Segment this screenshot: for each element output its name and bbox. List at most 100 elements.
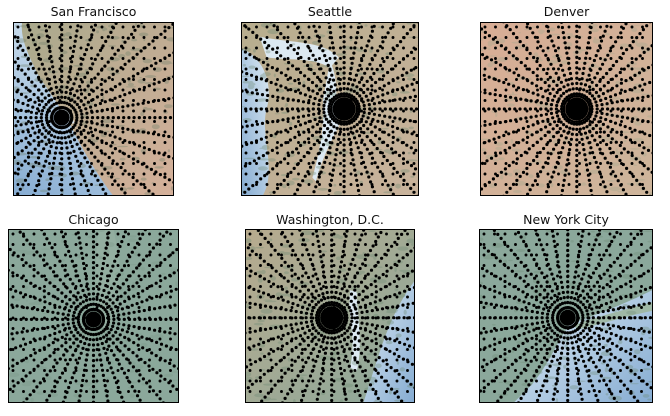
grid-point	[265, 88, 269, 92]
spoke-point	[548, 122, 552, 126]
spoke-point	[397, 60, 402, 65]
spoke-point	[389, 266, 393, 270]
spoke-point	[67, 135, 71, 139]
spoke-point	[312, 267, 316, 271]
spoke-point	[405, 54, 410, 58]
spoke-point	[133, 317, 137, 321]
spoke-point	[324, 346, 328, 350]
spoke-point	[349, 299, 353, 303]
spoke-point	[44, 29, 48, 33]
spoke-point	[26, 128, 30, 132]
spoke-point	[60, 230, 64, 234]
spoke-point	[545, 190, 549, 194]
spoke-point	[131, 128, 135, 132]
spoke-point	[324, 285, 328, 289]
spoke-point	[289, 323, 293, 327]
spoke-point	[246, 246, 250, 250]
spoke-point	[600, 103, 604, 107]
spoke-point	[273, 248, 277, 252]
grid-point	[385, 264, 388, 267]
spoke-point	[71, 317, 75, 321]
spoke-point	[54, 130, 59, 134]
spoke-point	[82, 368, 87, 372]
spoke-point	[646, 148, 651, 152]
spoke-point	[67, 129, 71, 133]
grid-point	[339, 25, 342, 29]
grid-point	[619, 390, 622, 393]
spoke-point	[258, 328, 262, 332]
grid-point	[280, 285, 283, 288]
spoke-point	[266, 93, 270, 98]
spoke-point	[68, 140, 73, 144]
spoke-point	[337, 77, 341, 81]
spoke-point	[370, 339, 374, 343]
spoke-point	[326, 63, 330, 67]
spoke-point	[354, 307, 358, 311]
spoke-point	[293, 253, 298, 257]
grid-point	[599, 162, 602, 165]
spoke-point	[608, 146, 612, 151]
spoke-point	[607, 316, 611, 320]
grid-point	[536, 46, 539, 50]
spoke-point	[615, 344, 619, 348]
spoke-point	[126, 36, 130, 40]
spoke-point	[505, 24, 509, 28]
spoke-point	[502, 369, 506, 373]
spoke-point	[564, 168, 568, 172]
spoke-point	[120, 395, 124, 399]
spoke-point	[362, 230, 366, 232]
grid-point	[588, 57, 592, 60]
spoke-point	[402, 316, 406, 320]
spoke-point	[296, 355, 301, 359]
spoke-point	[244, 107, 248, 111]
spoke-point	[554, 382, 558, 386]
spoke-point	[291, 98, 295, 102]
map-panel-seattle: Seattle	[241, 0, 419, 196]
spoke-point	[51, 65, 55, 69]
spoke-point	[259, 107, 263, 111]
grid-point	[353, 390, 357, 393]
spoke-point	[145, 165, 149, 169]
spoke-point	[586, 41, 590, 45]
spoke-point	[268, 316, 272, 320]
grid-point	[137, 274, 141, 278]
spoke-point	[320, 260, 324, 264]
spoke-point	[542, 67, 546, 72]
spoke-point	[494, 328, 498, 332]
grid-point	[37, 46, 41, 50]
spoke-point	[80, 384, 84, 388]
spoke-point	[321, 265, 325, 269]
spoke-point	[31, 66, 35, 70]
spoke-point	[361, 100, 365, 104]
grid-point	[641, 99, 644, 102]
spoke-point	[330, 73, 334, 77]
spoke-point	[141, 101, 145, 105]
grid-point	[557, 141, 560, 144]
spoke-point	[115, 298, 119, 302]
spoke-point	[139, 49, 143, 53]
spoke-point	[363, 257, 367, 262]
spoke-point	[37, 52, 41, 57]
spoke-point	[28, 89, 32, 93]
grid-point	[95, 358, 99, 362]
grid-point	[364, 253, 367, 257]
spoke-point	[47, 394, 52, 398]
spoke-point	[67, 309, 71, 313]
grid-point	[318, 130, 321, 134]
spoke-point	[86, 100, 90, 104]
spoke-point	[108, 98, 112, 102]
spoke-point	[101, 261, 105, 266]
spoke-point	[568, 66, 572, 70]
grid-point	[259, 348, 262, 351]
spoke-point	[616, 35, 620, 39]
spoke-point	[346, 82, 351, 86]
grid-point	[630, 151, 634, 155]
grid-point	[106, 253, 109, 257]
grid-point	[374, 390, 378, 393]
spoke-point	[104, 389, 108, 393]
spoke-point	[582, 148, 586, 152]
spoke-point	[12, 384, 16, 388]
spoke-point	[26, 103, 30, 107]
spoke-point	[116, 183, 120, 187]
spoke-point	[52, 129, 56, 133]
